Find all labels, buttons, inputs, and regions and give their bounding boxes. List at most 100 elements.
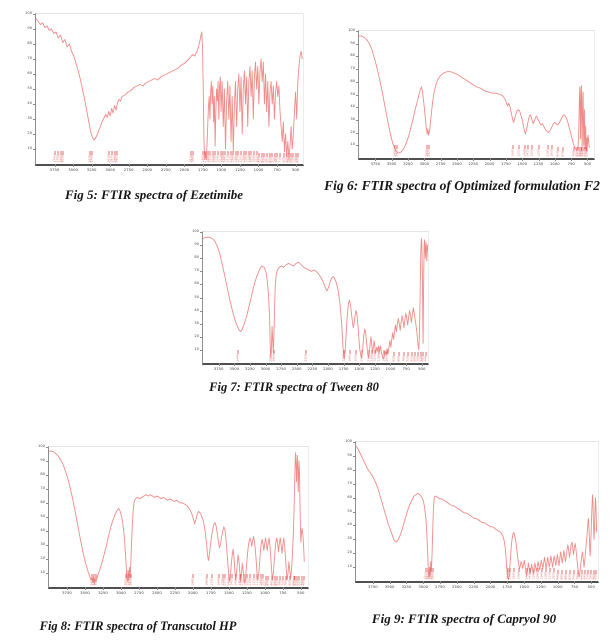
peak-annotation: 1715 xyxy=(203,151,207,163)
peak-leader-line xyxy=(427,568,429,573)
peak-leader-line xyxy=(537,568,539,573)
spectrum-svg xyxy=(49,447,308,587)
peak-annotation: 1580 xyxy=(221,574,225,586)
x-tick-label: 3500 xyxy=(80,590,90,595)
y-tick-mark xyxy=(33,134,36,135)
peak-leader-line xyxy=(374,350,376,355)
peak-leader-line xyxy=(557,570,559,575)
peak-wavenumber-label: 2925 xyxy=(425,572,430,580)
peak-annotation: 650 xyxy=(288,576,292,586)
peak-wavenumber-label: 500 xyxy=(293,157,298,163)
spectrum-trace xyxy=(356,446,597,579)
peak-leader-line xyxy=(298,576,300,581)
y-tick-mark xyxy=(200,284,203,286)
y-tick-label: 60 xyxy=(350,79,355,83)
y-tick-mark xyxy=(200,310,203,312)
peak-leader-line xyxy=(420,352,421,357)
peak-annotation: 1610 xyxy=(211,151,215,163)
peak-annotation: 2890 xyxy=(126,574,130,586)
x-tick-label: 2500 xyxy=(452,161,462,166)
x-tick-label: 3250 xyxy=(98,590,108,595)
peak-annotation: 1880 xyxy=(191,151,195,163)
peak-leader-line xyxy=(295,153,297,158)
peak-leader-line xyxy=(425,568,427,573)
peak-leader-line xyxy=(91,574,93,579)
peak-leader-line xyxy=(581,570,583,575)
peak-annotation: 1250 xyxy=(244,574,248,586)
peak-leader-line xyxy=(547,145,549,150)
peak-wavenumber-label: 790 xyxy=(401,356,406,362)
y-tick-mark xyxy=(46,545,49,546)
peak-annotation: 430 xyxy=(593,570,597,580)
peak-annotation: 1650 xyxy=(208,151,212,163)
spectrum-svg xyxy=(356,442,598,581)
peak-leader-line xyxy=(230,151,232,156)
peak-leader-line xyxy=(227,151,229,156)
y-tick-mark xyxy=(33,74,36,75)
peak-wavenumber-label: 510 xyxy=(584,151,589,157)
peak-leader-line xyxy=(512,145,514,150)
peak-leader-line xyxy=(279,153,281,158)
peak-wavenumber-label: 3270 xyxy=(87,155,92,163)
y-tick-mark xyxy=(200,349,203,351)
x-tick-mark xyxy=(192,587,194,590)
y-tick-label: 20 xyxy=(40,556,45,561)
x-tick-label: 3750 xyxy=(62,590,72,595)
x-tick-mark xyxy=(249,363,251,366)
x-tick-mark xyxy=(507,581,509,584)
peak-leader-line xyxy=(285,576,287,581)
peak-annotation: 1270 xyxy=(236,151,240,163)
peak-annotation: 710 xyxy=(278,153,282,163)
x-tick-mark xyxy=(421,363,423,366)
peak-annotation: 1050 xyxy=(552,568,556,580)
peak-annotation: 1580 xyxy=(516,568,520,580)
peak-annotation: 1510 xyxy=(218,151,222,163)
x-tick-label: 3250 xyxy=(401,584,412,589)
x-tick-label: 1250 xyxy=(533,161,544,166)
peak-wavenumber-label: 885 xyxy=(264,157,269,163)
x-tick-mark xyxy=(184,164,186,167)
peak-annotation: 1545 xyxy=(216,151,220,163)
peak-wavenumber-label: 1735 xyxy=(209,578,214,586)
peak-leader-line xyxy=(425,352,426,357)
peak-leader-line xyxy=(545,568,547,573)
peak-leader-line xyxy=(301,576,303,581)
peak-wavenumber-label: 1110 xyxy=(254,578,259,586)
peak-wavenumber-label: 560 xyxy=(415,356,420,362)
peak-leader-line xyxy=(204,151,206,156)
peak-leader-line xyxy=(557,147,559,152)
y-tick-mark xyxy=(46,461,49,462)
peak-wavenumber-label: 2860 xyxy=(128,578,133,586)
peak-leader-line xyxy=(595,570,597,575)
peak-leader-line xyxy=(361,350,363,355)
peak-annotation: 1735 xyxy=(209,574,214,586)
peak-leader-line xyxy=(256,151,258,156)
x-tick-mark xyxy=(66,587,68,590)
peak-leader-line xyxy=(587,570,589,575)
peak-leader-line xyxy=(220,151,222,156)
peak-annotation: 625 xyxy=(577,147,581,157)
peak-leader-line xyxy=(240,151,242,156)
peak-leader-line xyxy=(383,350,385,355)
peak-leader-line xyxy=(297,153,299,158)
peak-annotation: 2920 xyxy=(268,350,272,362)
x-tick-mark xyxy=(440,581,442,584)
peak-wavenumber-label: 955 xyxy=(259,157,264,163)
x-tick-mark xyxy=(375,158,377,161)
peak-wavenumber-label: 1180 xyxy=(543,572,548,580)
peak-wavenumber-label: 590 xyxy=(286,157,291,163)
peak-wavenumber-label: 555 xyxy=(581,151,586,157)
y-tick-label: 100 xyxy=(345,439,352,444)
peak-leader-line xyxy=(393,352,395,357)
peak-leader-line xyxy=(54,151,56,156)
y-tick-label: 60 xyxy=(27,71,32,76)
x-tick-label: 1750 xyxy=(502,584,513,589)
y-tick-label: 90 xyxy=(40,458,45,463)
y-tick-mark xyxy=(356,94,359,96)
peak-leader-line xyxy=(553,568,555,573)
peak-leader-line xyxy=(60,151,62,156)
x-tick-mark xyxy=(591,581,593,584)
peak-annotation: 1460 xyxy=(522,145,526,157)
x-tick-label: 1250 xyxy=(536,584,546,589)
